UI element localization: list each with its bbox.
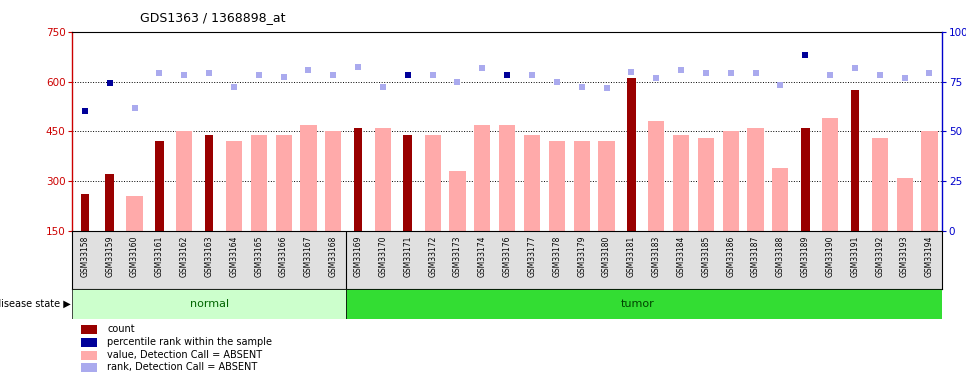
- Text: GSM33194: GSM33194: [924, 235, 934, 277]
- Text: GSM33184: GSM33184: [676, 235, 686, 277]
- Bar: [251, 135, 267, 231]
- Bar: [72, 289, 346, 319]
- Bar: [326, 131, 341, 231]
- Text: rank, Detection Call = ABSENT: rank, Detection Call = ABSENT: [107, 362, 258, 372]
- Bar: [871, 138, 888, 231]
- Bar: [205, 135, 213, 231]
- Bar: [697, 138, 714, 231]
- Bar: [81, 351, 97, 360]
- Text: GSM33185: GSM33185: [701, 235, 710, 277]
- Text: GSM33162: GSM33162: [180, 235, 188, 277]
- Bar: [346, 289, 942, 319]
- Bar: [549, 141, 565, 231]
- Text: GSM33168: GSM33168: [328, 235, 338, 277]
- Text: GSM33193: GSM33193: [900, 235, 909, 277]
- Text: GSM33190: GSM33190: [826, 235, 835, 277]
- Text: GSM33169: GSM33169: [354, 235, 362, 277]
- Bar: [354, 128, 362, 231]
- Bar: [80, 194, 89, 231]
- Bar: [499, 124, 515, 231]
- Text: GDS1363 / 1368898_at: GDS1363 / 1368898_at: [140, 11, 286, 24]
- Text: GSM33174: GSM33174: [478, 235, 487, 277]
- Text: GSM33192: GSM33192: [875, 235, 884, 277]
- Text: GSM33191: GSM33191: [850, 235, 860, 277]
- Text: GSM33177: GSM33177: [527, 235, 536, 277]
- Bar: [748, 128, 764, 231]
- Bar: [375, 128, 391, 231]
- Bar: [599, 141, 614, 231]
- Bar: [81, 338, 97, 347]
- Text: normal: normal: [189, 299, 229, 309]
- Bar: [81, 363, 97, 372]
- Text: GSM33164: GSM33164: [229, 235, 239, 277]
- Bar: [574, 141, 589, 231]
- Bar: [474, 124, 491, 231]
- Bar: [449, 171, 466, 231]
- Text: GSM33160: GSM33160: [130, 235, 139, 277]
- Text: GSM33173: GSM33173: [453, 235, 462, 277]
- Text: GSM33178: GSM33178: [553, 235, 561, 277]
- Bar: [896, 178, 913, 231]
- Bar: [673, 135, 689, 231]
- Text: tumor: tumor: [621, 299, 654, 309]
- Text: GSM33180: GSM33180: [602, 235, 611, 277]
- Bar: [105, 174, 114, 231]
- Text: GSM33159: GSM33159: [105, 235, 114, 277]
- Text: GSM33181: GSM33181: [627, 235, 636, 276]
- Bar: [425, 135, 440, 231]
- Bar: [300, 124, 317, 231]
- Bar: [851, 90, 860, 231]
- Text: percentile rank within the sample: percentile rank within the sample: [107, 337, 272, 347]
- Bar: [275, 135, 292, 231]
- Text: value, Detection Call = ABSENT: value, Detection Call = ABSENT: [107, 350, 263, 360]
- Bar: [773, 168, 788, 231]
- Bar: [81, 325, 97, 334]
- Text: GSM33183: GSM33183: [652, 235, 661, 277]
- Bar: [822, 118, 838, 231]
- Text: GSM33176: GSM33176: [502, 235, 512, 277]
- Bar: [176, 131, 192, 231]
- Bar: [404, 135, 412, 231]
- Text: GSM33179: GSM33179: [577, 235, 586, 277]
- Text: GSM33172: GSM33172: [428, 235, 438, 277]
- Bar: [801, 128, 810, 231]
- Text: GSM33188: GSM33188: [776, 235, 785, 276]
- Text: GSM33163: GSM33163: [205, 235, 213, 277]
- Text: GSM33170: GSM33170: [379, 235, 387, 277]
- Text: GSM33166: GSM33166: [279, 235, 288, 277]
- Text: GSM33161: GSM33161: [155, 235, 164, 277]
- Bar: [226, 141, 242, 231]
- Bar: [723, 131, 739, 231]
- Bar: [127, 196, 143, 231]
- Bar: [922, 131, 938, 231]
- Text: GSM33167: GSM33167: [304, 235, 313, 277]
- Text: GSM33187: GSM33187: [751, 235, 760, 277]
- Text: count: count: [107, 324, 135, 334]
- Text: GSM33171: GSM33171: [403, 235, 412, 277]
- Text: disease state ▶: disease state ▶: [0, 299, 71, 309]
- Bar: [627, 78, 636, 231]
- Text: GSM33158: GSM33158: [80, 235, 90, 277]
- Text: GSM33186: GSM33186: [726, 235, 735, 277]
- Text: GSM33189: GSM33189: [801, 235, 810, 277]
- Bar: [524, 135, 540, 231]
- Text: GSM33165: GSM33165: [254, 235, 264, 277]
- Bar: [156, 141, 164, 231]
- Bar: [648, 122, 665, 231]
